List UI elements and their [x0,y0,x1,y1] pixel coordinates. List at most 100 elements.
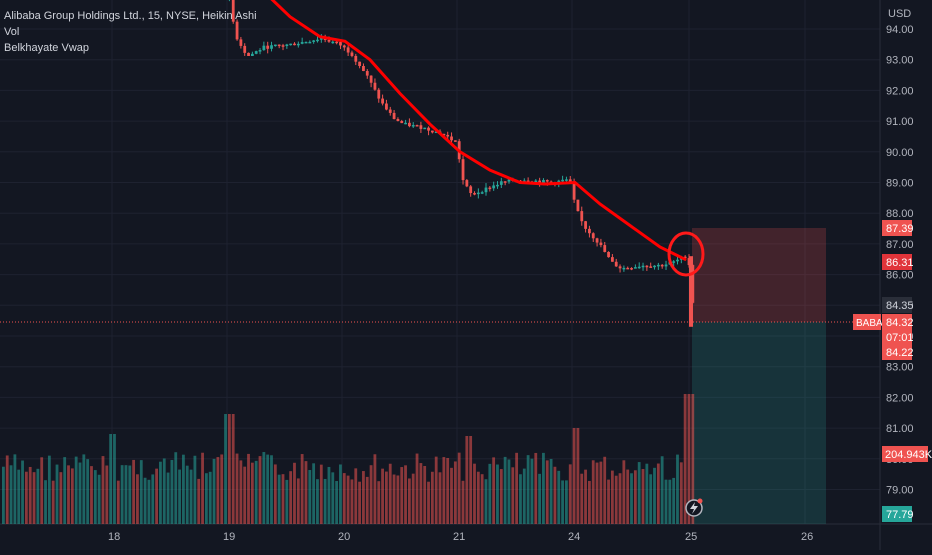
volume-bar [496,464,499,524]
volume-bar [293,462,296,524]
volume-bars [2,394,695,524]
price-labels: 87.39 86.31 84.35 BABA 84.32 07:01 84.22… [853,220,932,522]
candle-body [300,42,304,44]
candle-body [542,180,545,183]
volume-bar [304,461,308,524]
candle-body [492,185,496,189]
volume-bar [32,472,36,524]
volume-bar [346,475,350,524]
candle-body [235,21,239,40]
volume-bar [323,478,327,524]
candle-body [633,267,637,269]
candle-body [622,267,626,270]
candle-body [319,38,323,40]
candle-body [247,52,250,56]
price-tick-label: 86.00 [886,270,914,282]
candle-body [496,184,499,187]
volume-bar [653,467,656,524]
volume-bar [430,471,434,524]
currency-label: USD [888,8,911,20]
volume-bar [143,477,147,524]
risk-zone[interactable] [692,228,826,322]
time-tick-label: 25 [685,531,697,543]
price-tick-label: 89.00 [886,178,914,190]
candle-body [545,180,549,182]
price-tick-label: 81.00 [886,423,914,435]
volume-bar [358,481,361,524]
candle-body [641,265,645,268]
volume-bar [201,452,204,524]
volume-bar [197,478,201,524]
volume-bar [258,456,262,524]
volume-bar [488,463,492,524]
volume-bar [185,465,189,524]
candle-body [637,266,641,269]
volume-bar [113,434,116,524]
candle-body [442,133,446,136]
candle-body [266,45,270,49]
reward-zone[interactable] [692,322,826,524]
volume-bar [687,394,691,524]
indicator-vwap[interactable]: Belkhayate Vwap [4,42,89,54]
volume-bar [434,456,438,524]
volume-bar [385,471,388,524]
ticker-badge: BABA [856,318,883,329]
candle-body [358,61,362,66]
volume-bar [90,466,93,524]
volume-bar [369,465,373,524]
candle-body [561,179,565,182]
volume-bar [423,466,427,524]
time-tick-label: 20 [338,531,350,543]
volume-bar [568,464,572,524]
candle-body [503,181,507,183]
volume-bar [676,454,679,524]
volume-bar [9,465,13,524]
volume-bar [649,474,653,524]
volume-bar [614,475,618,524]
candle-body [660,264,664,267]
volume-bar [235,453,239,524]
indicator-vol[interactable]: Vol [4,26,20,38]
volume-bar [247,453,250,524]
time-tick-label: 18 [108,531,120,543]
price-tick-label: 94.00 [886,24,914,36]
candle-body [293,43,296,46]
position-zones[interactable] [692,228,826,524]
symbol-title[interactable]: Alibaba Group Holdings Ltd., 15, NYSE, H… [4,10,257,22]
volume-bar [411,473,415,524]
volume-bar [70,468,74,524]
volume-bar [660,456,664,524]
price-tick-label: 82.00 [886,392,914,404]
volume-bar [224,414,227,524]
candle-body [277,44,281,47]
volume-bar [331,472,335,524]
volume-bar [503,456,507,524]
volume-bar [250,462,254,524]
volume-bar [580,473,584,524]
candle-body [618,266,622,269]
bolt-icon[interactable] [685,498,703,517]
volume-bar [549,458,553,524]
volume-bar [450,467,453,524]
candle-body [584,221,587,229]
time-axis[interactable]: 18 19 20 21 24 25 26 [108,531,813,543]
volume-bar [538,473,541,524]
price-tick-label: 87.00 [886,239,914,251]
volume-bar [672,477,676,524]
candle-body [599,242,603,246]
volume-bar [17,469,21,524]
candle-body [362,65,365,72]
volume-bar [373,454,377,524]
volume-bar [622,460,626,524]
volume-bar [166,472,170,524]
volume-bar [561,480,564,524]
volume-bar [507,459,511,524]
volume-bar [446,458,450,524]
candle-body [595,238,599,243]
candle-body [534,180,538,183]
candle-body [316,39,319,42]
volume-bar [342,473,346,524]
volume-bar [182,454,185,524]
candle-body [580,211,584,222]
